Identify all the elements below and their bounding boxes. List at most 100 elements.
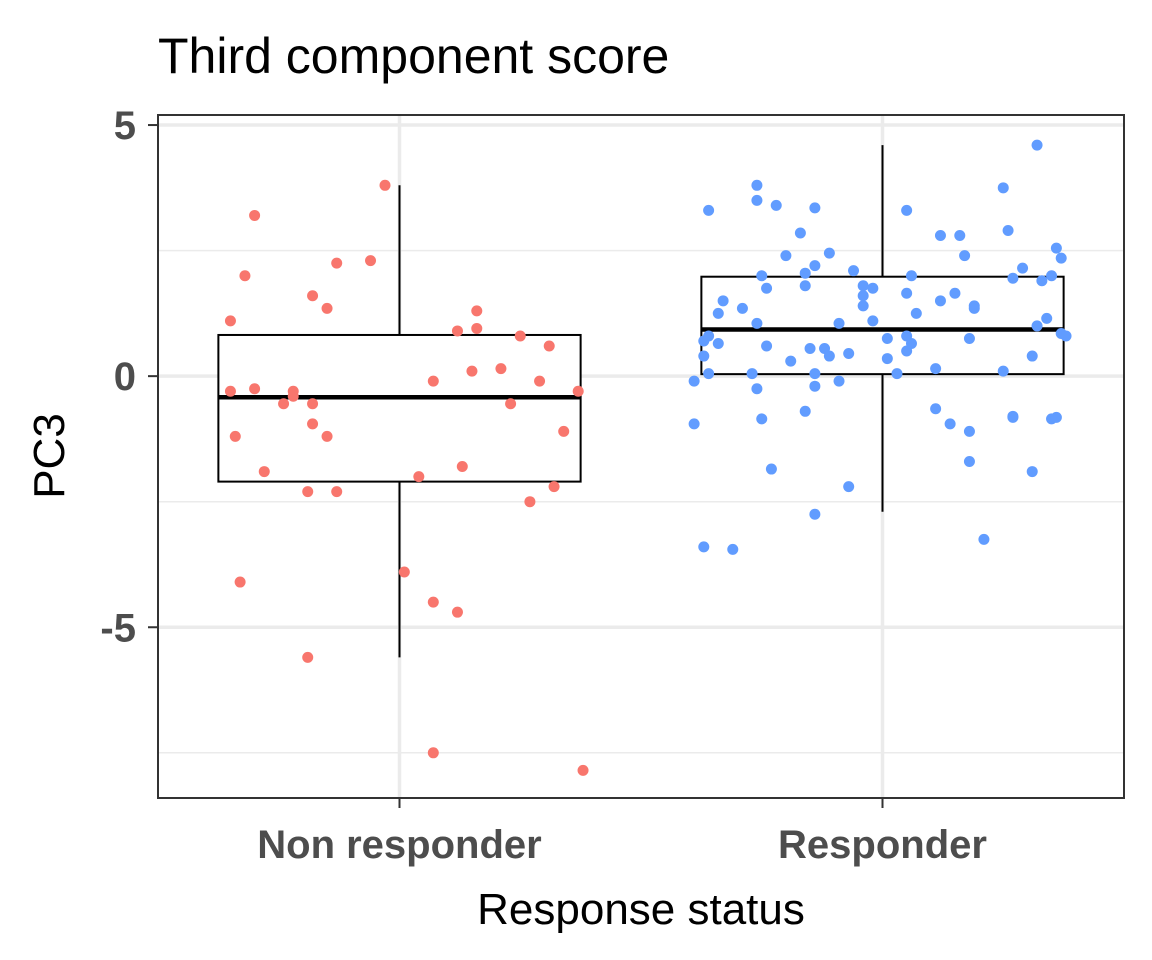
x-axis-title: Response status [477,885,805,934]
data-point [857,280,869,292]
data-point [471,322,483,334]
data-point [548,481,560,493]
plot-border [157,114,1125,799]
data-point [224,315,236,327]
data-point [809,202,821,214]
y-tick-label: -5 [100,606,136,650]
data-point [1060,330,1072,342]
data-point [756,413,768,425]
data-point [1007,272,1019,284]
chart-title: Third component score [158,28,669,84]
data-point [302,486,314,498]
data-point [558,425,570,437]
data-point [1050,242,1062,254]
data-point [799,405,811,417]
data-point [968,300,980,312]
data-point [505,398,517,410]
data-point [881,332,893,344]
data-point [495,363,507,375]
data-point [1031,139,1043,151]
data-point [761,282,773,294]
y-tick-label: 5 [114,104,136,148]
data-point [833,375,845,387]
data-point [466,365,478,377]
data-point [258,466,270,478]
data-point [949,287,961,299]
data-point [1017,262,1029,274]
data-point [930,403,942,415]
data-point [809,380,821,392]
data-point [867,315,879,327]
data-point [751,179,763,191]
data-point [451,606,463,618]
data-point [398,566,410,578]
data-point [857,300,869,312]
data-point [413,471,425,483]
data-point [379,179,391,191]
data-point [809,260,821,272]
data-point [891,368,903,380]
data-point [901,204,913,216]
data-point [712,338,724,350]
data-point [756,270,768,282]
data-point [1031,320,1043,332]
data-point [843,481,855,493]
data-point [471,305,483,317]
data-point [1055,252,1067,264]
data-point [963,425,975,437]
data-point [823,350,835,362]
x-tick-label: Non responder [257,823,541,867]
data-point [307,418,319,430]
data-point [770,199,782,211]
data-point [1002,225,1014,237]
data-point [934,295,946,307]
data-point [751,383,763,395]
data-point [736,302,748,314]
data-point [1007,411,1019,423]
data-point [1026,350,1038,362]
data-point [881,353,893,365]
data-point [809,508,821,520]
data-point [910,307,922,319]
data-point [959,250,971,262]
data-point [427,747,439,759]
data-point [456,461,468,473]
data-point [765,463,777,475]
data-point [234,576,246,588]
data-point [249,209,261,221]
data-point [278,398,290,410]
axis-ticks: -5 0 5 Non responder Responder [100,104,987,867]
data-point [577,764,589,776]
data-point [963,332,975,344]
data-point [688,375,700,387]
data-point [365,255,377,267]
data-point [780,250,792,262]
data-point [751,194,763,206]
x-tick-label: Responder [778,823,987,867]
data-point [712,307,724,319]
data-point [239,270,251,282]
data-point [1050,411,1062,423]
data-point [804,343,816,355]
data-point [997,365,1009,377]
data-point [249,383,261,395]
data-point [1026,466,1038,478]
data-point [905,338,917,350]
data-point [543,340,555,352]
data-point [572,385,584,397]
data-point [799,267,811,279]
data-point [427,375,439,387]
data-point [761,340,773,352]
data-point [809,368,821,380]
points-layer [224,139,1072,776]
data-point [848,265,860,277]
data-point [1046,270,1058,282]
data-point [997,182,1009,194]
data-point [287,390,299,402]
data-point [688,418,700,430]
data-point [331,486,343,498]
data-point [307,290,319,302]
box-iqr [217,333,582,483]
data-point [978,533,990,545]
